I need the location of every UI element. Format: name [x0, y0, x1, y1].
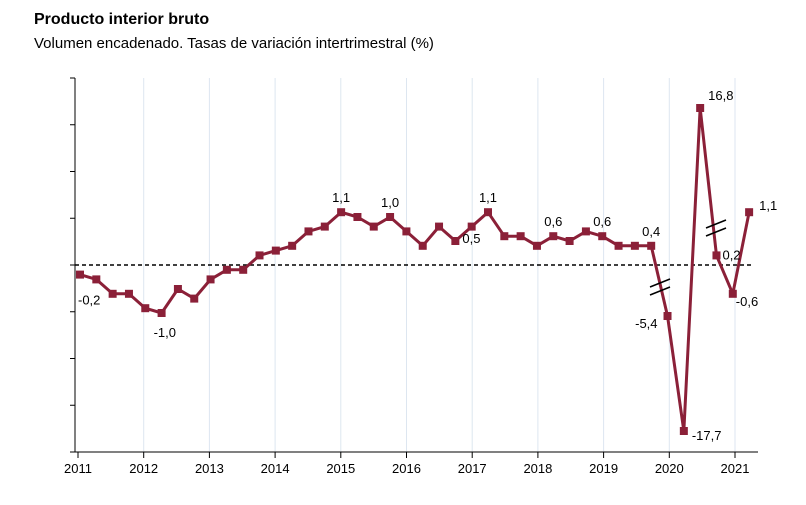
axis-break-mark: [649, 286, 671, 296]
chart-title: Producto interior bruto: [34, 11, 210, 28]
data-label: 0,2: [722, 247, 740, 262]
data-point: [304, 227, 313, 236]
data-point: [288, 241, 297, 250]
x-tick-label: 2013: [195, 461, 224, 476]
x-tick-label: 2014: [261, 461, 290, 476]
data-point: [712, 251, 721, 260]
data-point: [222, 265, 231, 274]
x-tick-label: 2016: [392, 461, 421, 476]
data-point: [386, 213, 395, 221]
data-point: [124, 289, 133, 298]
data-point: [402, 227, 411, 236]
data-point: [190, 294, 199, 303]
data-label: 0,5: [462, 231, 480, 246]
x-tick-label: 2011: [64, 461, 92, 476]
chart-subtitle: Volumen encadenado. Tasas de variación i…: [34, 35, 434, 52]
data-point: [451, 237, 460, 245]
data-point: [239, 265, 248, 274]
data-point: [108, 289, 117, 298]
axis-break-mark: [705, 219, 727, 229]
data-label: 0,6: [593, 214, 611, 229]
data-point: [581, 227, 590, 236]
x-tick-label: 2017: [458, 461, 487, 476]
data-label: 0,4: [642, 224, 660, 239]
data-point: [516, 232, 525, 241]
data-point: [484, 208, 492, 217]
data-point: [647, 241, 656, 250]
data-point: [728, 289, 737, 298]
x-tick-label: 2015: [326, 461, 355, 476]
data-point: [173, 285, 182, 293]
x-tick-label: 2019: [589, 461, 618, 476]
data-label: -17,7: [692, 428, 722, 443]
data-point: [745, 208, 754, 217]
data-point: [76, 270, 84, 279]
data-label: 1,1: [759, 198, 777, 213]
data-label: 1,1: [332, 190, 350, 205]
data-label: -0,6: [736, 294, 758, 309]
data-point: [337, 208, 346, 217]
data-point: [435, 222, 444, 231]
data-label: -5,4: [635, 316, 657, 331]
data-label: 16,8: [708, 88, 733, 103]
data-point: [92, 275, 101, 284]
data-point: [500, 232, 509, 241]
data-point: [157, 309, 166, 317]
data-label: 1,0: [381, 195, 399, 210]
data-point: [630, 241, 639, 250]
data-point: [369, 222, 378, 231]
data-point: [320, 222, 329, 231]
data-point: [614, 241, 623, 250]
data-point: [598, 232, 607, 241]
data-label: -1,0: [154, 325, 176, 340]
data-label: 1,1: [479, 190, 497, 205]
x-tick-label: 2012: [129, 461, 158, 476]
data-point: [418, 241, 427, 250]
x-tick-label: 2018: [523, 461, 552, 476]
data-point: [679, 427, 688, 435]
data-label: -0,2: [78, 293, 100, 308]
axis-break-mark: [705, 227, 727, 237]
data-point: [255, 251, 264, 260]
data-point: [271, 246, 280, 255]
data-point: [141, 304, 150, 313]
data-point: [532, 241, 541, 250]
data-label: 0,6: [544, 214, 562, 229]
series-line: [79, 106, 751, 433]
data-point: [663, 312, 672, 320]
data-point: [467, 222, 476, 231]
data-point: [206, 275, 215, 284]
data-point: [353, 213, 362, 221]
data-point: [549, 232, 558, 241]
axis-break-mark: [649, 278, 671, 288]
x-tick-label: 2021: [721, 461, 750, 476]
x-tick-label: 2020: [655, 461, 684, 476]
data-point: [696, 104, 705, 112]
data-point: [565, 237, 574, 245]
